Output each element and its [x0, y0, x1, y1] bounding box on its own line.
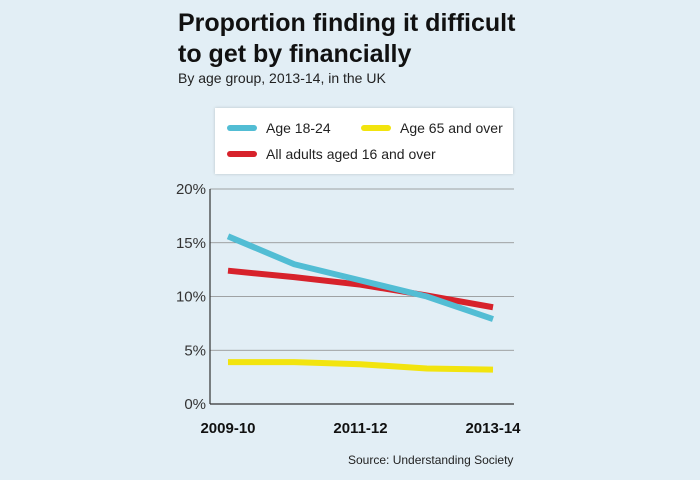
chart-subtitle: By age group, 2013-14, in the UK: [178, 70, 386, 86]
legend-label-all-adults: All adults aged 16 and over: [266, 146, 436, 162]
chart-source: Source: Understanding Society: [348, 453, 514, 467]
y-tick-label: 0%: [184, 396, 206, 413]
y-tick-label: 20%: [176, 181, 206, 198]
x-tick-label: 2013-14: [465, 420, 521, 437]
y-tick-label: 15%: [176, 235, 206, 252]
x-tick-label: 2011-12: [333, 420, 387, 437]
legend-item-age-65-over: Age 65 and over: [361, 120, 503, 136]
legend-swatch-age-65-over: [361, 125, 391, 131]
y-tick-label: 5%: [184, 342, 206, 359]
legend-item-all-adults: All adults aged 16 and over: [227, 146, 436, 162]
legend-label-age-65-over: Age 65 and over: [400, 120, 503, 136]
legend-swatch-age-18-24: [227, 125, 257, 131]
y-tick-label: 10%: [176, 289, 206, 306]
chart-title: Proportion finding it difficult to get b…: [178, 9, 516, 68]
legend-label-age-18-24: Age 18-24: [266, 120, 331, 136]
series-line-age-65-and-over: [228, 359, 494, 373]
series-line-all-adults-aged-16-and-over: [227, 267, 494, 311]
chart-plot: 0% 5% 10% 15% 20% 2009-10 2011-12 2013-14: [176, 181, 521, 437]
series-line-age-18-24: [226, 233, 494, 322]
chart-legend: Age 18-24 Age 65 and over All adults age…: [215, 108, 513, 174]
chart-card: Proportion finding it difficult to get b…: [168, 0, 534, 480]
legend-swatch-all-adults: [227, 151, 257, 157]
x-tick-label: 2009-10: [200, 420, 255, 437]
legend-item-age-18-24: Age 18-24: [227, 120, 331, 136]
